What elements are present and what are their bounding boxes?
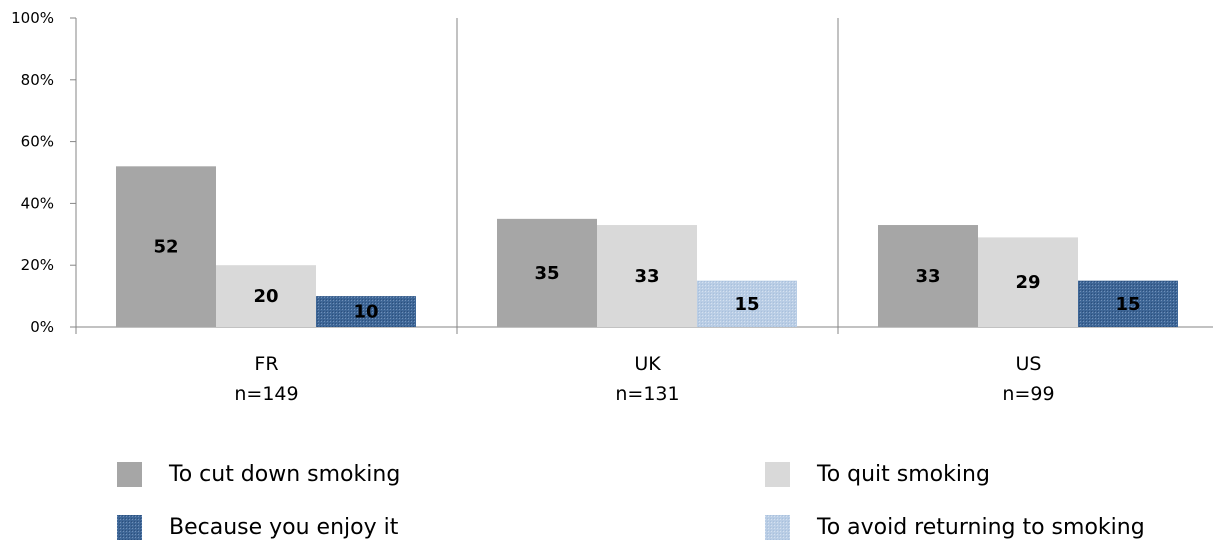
legend-label: To quit smoking [816,462,990,487]
legend: To cut down smoking To quit smoking Becaus… [117,462,1145,540]
category-label: FR [254,353,278,375]
data-label: 33 [634,266,659,287]
bar-us-series-3 [1078,280,1178,327]
bar-fr-series-3 [316,296,416,327]
category-sublabel: n=149 [234,383,298,405]
bar-uk-series-1 [597,225,697,327]
bar-us-series-0 [878,225,978,327]
y-axis-ticks: 0% 20% 40% 60% 80% 100% [11,9,76,336]
data-label: 10 [353,302,378,323]
y-tick-label: 60% [21,133,54,151]
data-label: 20 [253,286,278,307]
legend-swatch [765,515,790,540]
data-label: 15 [734,294,759,315]
bar-uk-series-0 [497,218,597,327]
y-tick-label: 100% [11,9,54,27]
bar-uk-series-2 [697,280,797,327]
category-labels: FR n=149 UK n=131 US n=99 [234,353,1054,405]
bar-fr-series-0 [116,166,216,327]
data-label: 33 [915,266,940,287]
category-sublabel: n=99 [1002,383,1054,405]
legend-label: To cut down smoking [168,462,400,487]
data-label: 15 [1115,294,1140,315]
legend-swatch [117,462,142,487]
bars: 52 20 10 35 33 15 33 29 15 [116,166,1178,327]
category-label: UK [634,353,661,375]
bar-fr-series-1 [216,265,316,327]
data-label: 52 [153,237,178,258]
data-label: 35 [534,263,559,284]
legend-label: Because you enjoy it [169,515,399,540]
legend-swatch [117,515,142,540]
y-tick-label: 20% [21,256,54,274]
y-tick-label: 80% [21,71,54,89]
legend-swatch [765,462,790,487]
category-label: US [1016,353,1042,375]
data-label: 29 [1015,272,1040,293]
category-sublabel: n=131 [615,383,679,405]
legend-label: To avoid returning to smoking [816,515,1145,540]
bar-us-series-1 [978,237,1078,327]
y-tick-label: 0% [30,318,54,336]
y-tick-label: 40% [21,194,54,212]
